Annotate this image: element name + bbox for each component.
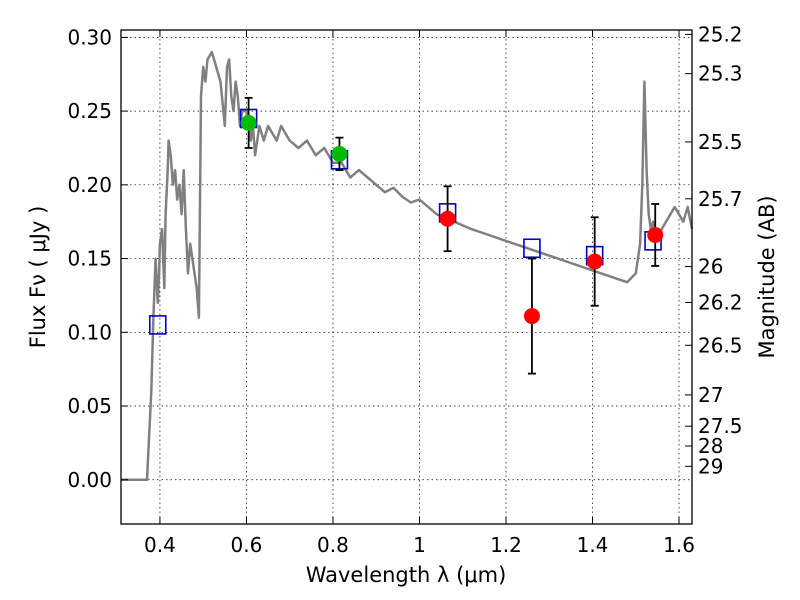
y2-tick-label: 26.2	[698, 290, 743, 314]
y2-tick-label: 26.5	[698, 333, 743, 357]
detection-red-point	[586, 253, 603, 270]
y2-tick-label: 27.5	[698, 414, 743, 438]
y-tick-label: 0.25	[67, 99, 112, 123]
plot-area	[121, 50, 694, 482]
sed-model-line	[121, 50, 694, 482]
x-axis-label: Wavelength λ (μm)	[306, 563, 507, 587]
x-tick-label: 0.6	[231, 533, 263, 557]
detection-green-point	[240, 114, 257, 131]
model-photometry-square	[523, 238, 541, 259]
plot-frame	[120, 29, 693, 525]
y2-tick-label: 25.7	[698, 187, 743, 211]
y2-tick-label: 25.3	[698, 62, 743, 86]
y-tick-label: 0.00	[67, 468, 112, 492]
detection-red-point	[439, 210, 456, 227]
y2-tick-label: 28	[698, 434, 723, 458]
model-photometry-square	[148, 315, 167, 335]
x-tick-label: 1	[413, 533, 426, 557]
y2-axis-label: Magnitude (AB)	[755, 195, 779, 358]
x-tick-label: 0.4	[144, 533, 176, 557]
y-tick-label: 0.15	[67, 247, 112, 271]
x-tick-label: 1.2	[490, 533, 522, 557]
detection-green-point	[331, 145, 348, 162]
axis-ticks: 0.4 0.6 0.8 1 1.2 1.4 1.6 0.00 0.05 0.10 0.15 0.20 0…	[67, 22, 742, 557]
detection-red-point	[647, 226, 664, 243]
y-axis-label: Flux Fν ( μJy )	[26, 206, 50, 349]
y2-tick-label: 25.5	[698, 130, 743, 154]
y-tick-label: 0.05	[67, 394, 112, 418]
y-tick-label: 0.30	[67, 25, 112, 49]
y-tick-label: 0.10	[67, 320, 112, 344]
x-tick-label: 1.4	[577, 533, 609, 557]
y-tick-label: 0.20	[67, 173, 112, 197]
y2-tick-label: 27	[698, 383, 723, 407]
y2-tick-label: 26	[698, 255, 723, 279]
y2-tick-label: 29	[698, 454, 723, 478]
x-tick-label: 0.8	[317, 533, 349, 557]
gridlines	[121, 30, 692, 524]
y2-tick-label: 25.2	[698, 22, 743, 46]
detection-red-point	[523, 308, 540, 325]
x-tick-label: 1.6	[663, 533, 695, 557]
